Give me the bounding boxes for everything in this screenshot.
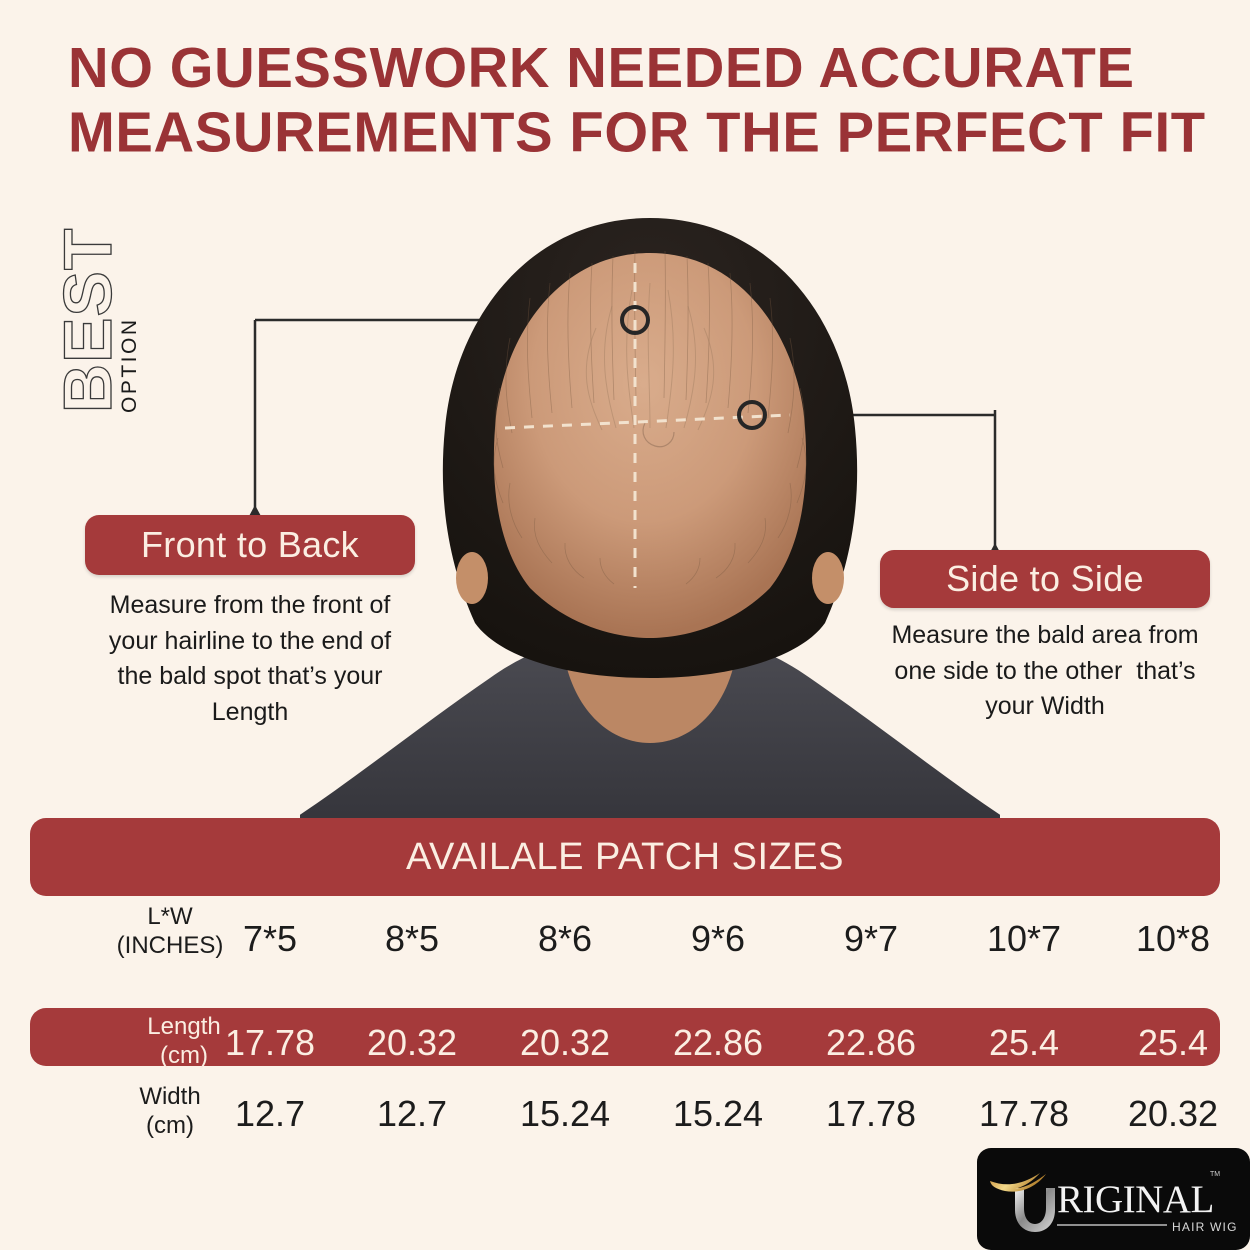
svg-text:RIGINAL: RIGINAL bbox=[1057, 1178, 1214, 1221]
svg-text:TM: TM bbox=[1210, 1171, 1220, 1178]
svg-text:HAIR WIG: HAIR WIG bbox=[1172, 1220, 1238, 1234]
